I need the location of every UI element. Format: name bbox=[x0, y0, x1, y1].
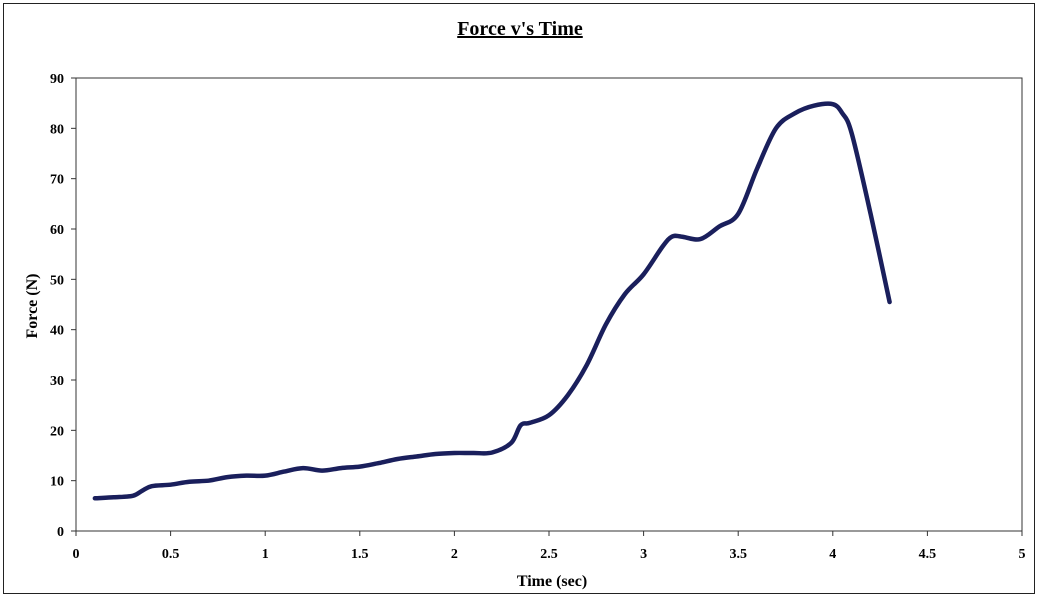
y-tick-label: 20 bbox=[50, 424, 64, 439]
series-line-0 bbox=[92, 101, 892, 501]
x-tick-label: 3 bbox=[640, 547, 647, 562]
x-tick-label: 4.5 bbox=[919, 547, 937, 562]
x-tick-label: 3.5 bbox=[729, 547, 747, 562]
y-tick-label: 50 bbox=[50, 273, 64, 288]
x-tick-label: 0.5 bbox=[162, 547, 180, 562]
y-tick-label: 40 bbox=[50, 324, 64, 339]
x-tick-label: 1.5 bbox=[351, 547, 369, 562]
x-tick-label: 0 bbox=[73, 547, 80, 562]
y-tick-labels: 0 10 20 30 40 50 60 70 80 90 bbox=[50, 72, 64, 540]
x-tick-label: 1 bbox=[262, 547, 269, 562]
x-tick-label: 5 bbox=[1019, 547, 1026, 562]
y-axis-label: Force (N) bbox=[24, 274, 41, 339]
y-tick-label: 30 bbox=[50, 374, 64, 389]
series-group bbox=[92, 101, 892, 501]
axes bbox=[71, 77, 1023, 536]
x-tick-labels: 0 0.5 1 1.5 2 2.5 3 3.5 4 4.5 5 bbox=[73, 547, 1026, 562]
x-tick-label: 2 bbox=[451, 547, 458, 562]
x-tick-label: 4 bbox=[829, 547, 836, 562]
x-tick-label: 2.5 bbox=[540, 547, 558, 562]
plot-area-border bbox=[75, 77, 1023, 532]
y-tick-label: 90 bbox=[50, 72, 64, 87]
chart-title: Force v's Time bbox=[457, 18, 583, 40]
chart-frame bbox=[3, 3, 1035, 594]
y-tick-label: 70 bbox=[50, 173, 64, 188]
y-tick-label: 10 bbox=[50, 475, 64, 490]
y-tick-label: 0 bbox=[57, 525, 64, 540]
y-tick-label: 80 bbox=[50, 122, 64, 137]
y-tick-label: 60 bbox=[50, 223, 64, 238]
x-axis-label: Time (sec) bbox=[517, 573, 587, 590]
